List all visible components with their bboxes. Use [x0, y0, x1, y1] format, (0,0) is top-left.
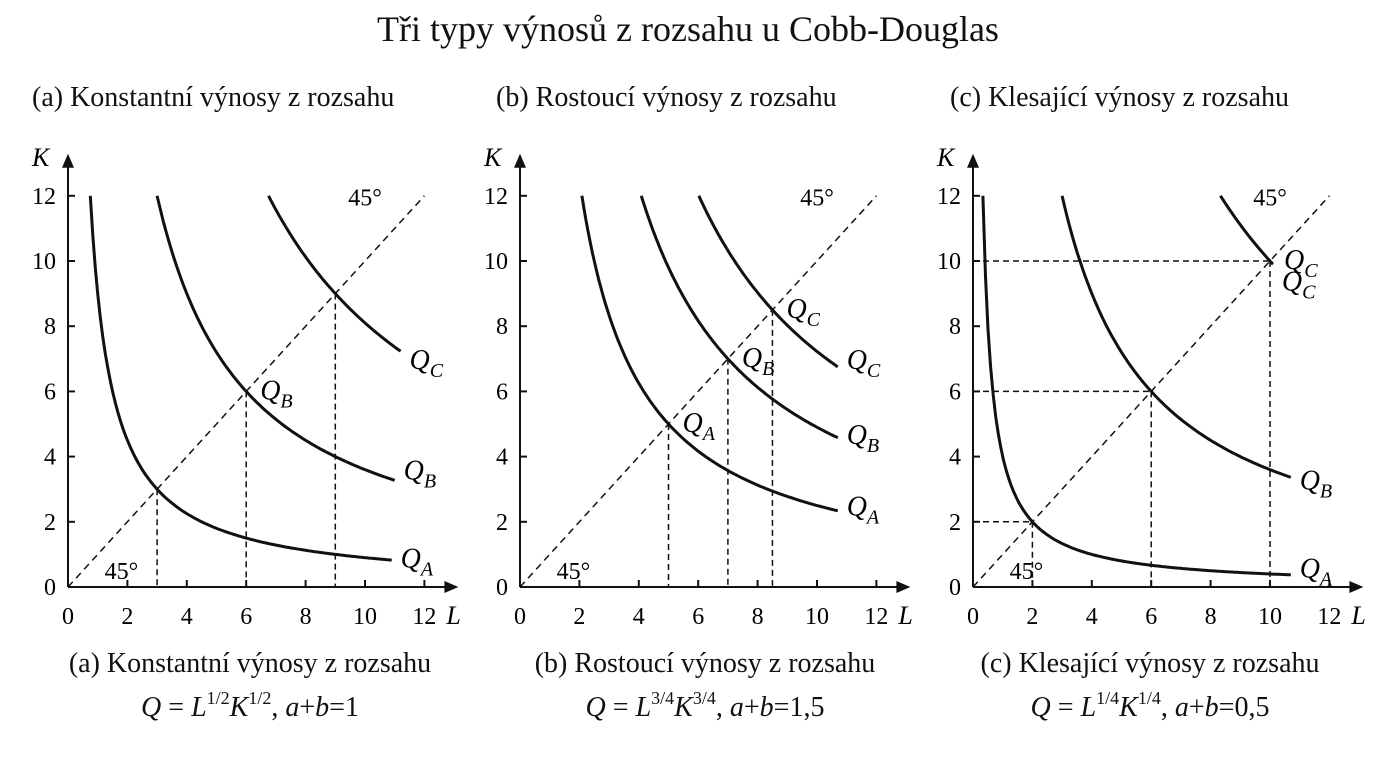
panel-a-y-tick-label: 2 — [44, 510, 56, 536]
panel-c-x-tick-label: 2 — [1026, 604, 1038, 630]
panel-b-y-label: K — [483, 143, 503, 172]
panel-b-diagonal-label-top: 45° — [800, 186, 834, 212]
panel-b-curve-label-c: QC — [847, 345, 881, 382]
panel-a-x-tick-label: 8 — [300, 604, 312, 630]
panel-a-isoquant-c — [267, 195, 402, 353]
panel-a-y-tick-label: 8 — [44, 314, 56, 340]
panel-b-y-tick-label: 10 — [484, 249, 508, 275]
panel-c-y-tick-label: 8 — [949, 314, 961, 340]
panel-b-curve-label-b: QB — [847, 420, 879, 457]
panel-c-y-tick-label: 2 — [949, 510, 961, 536]
panel-c-heading: (c) Klesající výnosy z rozsahu — [950, 82, 1289, 113]
panel-b-diagonal — [519, 195, 877, 588]
panel-b-point-label-a: QA — [683, 408, 716, 445]
panel-c-point-label-c: QC — [1284, 245, 1318, 282]
panel-b-caption: (b) Rostoucí výnosy z rozsahu — [534, 648, 876, 679]
panel-a-x-tick-label: 0 — [62, 604, 74, 630]
panel-b-y-tick-label: 2 — [496, 510, 508, 536]
panel-c-y-arrow — [967, 153, 979, 168]
panel-a-x-arrow — [444, 581, 459, 593]
panel-b-x-tick-label: 4 — [633, 604, 645, 630]
panel-c-caption: (c) Klesající výnosy z rozsahu — [980, 648, 1320, 679]
panel-a-y-tick-label: 0 — [44, 575, 56, 601]
figure-title: Tři typy výnosů z rozsahu u Cobb-Douglas — [377, 9, 999, 49]
panel-a-caption: (a) Konstantní výnosy z rozsahu — [68, 648, 432, 679]
panel-c-equation: Q = L1/4K1/4, a+b=0,5 — [1030, 688, 1270, 723]
panel-c-x-tick-label: 12 — [1317, 604, 1341, 630]
panel-a-x-tick-label: 10 — [353, 604, 377, 630]
panel-b-curve-label-a: QA — [847, 492, 880, 529]
panel-b-y-tick-label: 4 — [496, 445, 508, 471]
panel-c-y-tick-label: 12 — [937, 184, 961, 210]
panel-a-curve-label-b: QB — [404, 456, 436, 493]
panel-c-curve-label-c: QC — [1282, 267, 1316, 304]
panel-c-isoquant-b — [1060, 195, 1292, 479]
panel-a-heading: (a) Konstantní výnosy z rozsahu — [32, 82, 395, 113]
panel-c-x-arrow — [1349, 581, 1364, 593]
panel-c-y-tick-label: 4 — [949, 445, 961, 471]
panel-b-x-arrow — [896, 581, 911, 593]
panel-b-x-tick-label: 12 — [864, 604, 888, 630]
panel-a-y-label: K — [31, 143, 51, 172]
panel-c-x-tick-label: 0 — [967, 604, 979, 630]
panel-a-x-tick-label: 2 — [121, 604, 133, 630]
panel-b-isoquant-c — [697, 195, 839, 369]
panel-c-diagonal-label-bottom: 45° — [1010, 559, 1044, 585]
panel-b-x-tick-label: 6 — [692, 604, 704, 630]
panel-b-heading: (b) Rostoucí výnosy z rozsahu — [496, 82, 837, 113]
panel-a-equation: Q = L1/2K1/2, a+b=1 — [141, 688, 359, 723]
panel-a-curve-label-a: QA — [401, 544, 434, 581]
panel-c-x-label: L — [1350, 601, 1365, 630]
panel-c-curve-label-b: QB — [1300, 465, 1332, 502]
panel-a-isoquant-a — [88, 195, 392, 562]
panel-b-isoquant-b — [639, 195, 839, 440]
panel-a-x-tick-label: 12 — [412, 604, 436, 630]
panel-b-y-tick-label: 6 — [496, 379, 508, 405]
panel-a-x-tick-label: 6 — [240, 604, 252, 630]
panel-c-isoquant-c — [1219, 195, 1274, 266]
panel-a-isoquant-b — [155, 195, 396, 482]
panel-b-point-label-b: QB — [742, 343, 774, 380]
panel-b-y-tick-label: 12 — [484, 184, 508, 210]
panel-a-diagonal-label-bottom: 45° — [105, 559, 139, 585]
panel-b-point-label-c: QC — [786, 294, 820, 331]
panel-a-y-tick-label: 6 — [44, 379, 56, 405]
panel-a-diagonal-label-top: 45° — [348, 186, 382, 212]
panel-b-y-arrow — [514, 153, 526, 168]
panel-b-x-tick-label: 8 — [752, 604, 764, 630]
panel-a-curve-label-c: QC — [410, 345, 444, 382]
panel-b-y-tick-label: 8 — [496, 314, 508, 340]
panel-b-x-tick-label: 0 — [514, 604, 526, 630]
panel-b-equation: Q = L3/4K3/4, a+b=1,5 — [585, 688, 825, 723]
panel-c-curve-label-a: QA — [1300, 553, 1333, 590]
panel-b-y-tick-label: 0 — [496, 575, 508, 601]
panel-c-x-tick-label: 6 — [1145, 604, 1157, 630]
panel-c-y-tick-label: 6 — [949, 379, 961, 405]
panel-c-isoquant-a — [981, 195, 1291, 577]
panel-c-y-tick-label: 0 — [949, 575, 961, 601]
panel-a-x-label: L — [445, 601, 460, 630]
panel-c-x-tick-label: 8 — [1205, 604, 1217, 630]
panel-b-diagonal-label-bottom: 45° — [557, 559, 591, 585]
panel-c-x-tick-label: 4 — [1086, 604, 1098, 630]
panel-c-diagonal-label-top: 45° — [1253, 186, 1287, 212]
panel-b-x-tick-label: 10 — [805, 604, 829, 630]
panel-a-x-tick-label: 4 — [181, 604, 193, 630]
panel-b-isoquant-a — [580, 195, 839, 513]
panel-b-x-tick-label: 2 — [573, 604, 585, 630]
panel-a-y-tick-label: 12 — [32, 184, 56, 210]
panel-a-y-arrow — [62, 153, 74, 168]
panel-c-y-tick-label: 10 — [937, 249, 961, 275]
panel-a-point-label-b: QB — [260, 375, 292, 412]
panel-c-x-tick-label: 10 — [1258, 604, 1282, 630]
panel-b-x-label: L — [897, 601, 912, 630]
panel-c-y-label: K — [936, 143, 956, 172]
panel-a-y-tick-label: 10 — [32, 249, 56, 275]
panel-a-y-tick-label: 4 — [44, 445, 56, 471]
